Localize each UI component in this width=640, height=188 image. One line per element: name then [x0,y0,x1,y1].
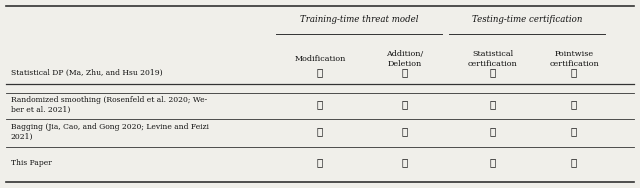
Text: ✓: ✓ [317,68,323,77]
Text: ✗: ✗ [401,101,408,110]
Text: Modification: Modification [294,55,346,63]
Text: ✗: ✗ [571,68,577,77]
Text: ✓: ✓ [571,101,577,110]
Text: ✓: ✓ [490,159,495,168]
Text: ✓: ✓ [401,127,408,136]
Text: Addition/
Deletion: Addition/ Deletion [386,50,423,68]
Text: ✓: ✓ [571,159,577,168]
Text: Statistical DP (Ma, Zhu, and Hsu 2019): Statistical DP (Ma, Zhu, and Hsu 2019) [11,69,163,77]
Text: Testing-time certification: Testing-time certification [472,15,582,24]
Text: ✓: ✓ [317,127,323,136]
Text: ✓: ✓ [490,68,495,77]
Text: Training-time threat model: Training-time threat model [300,15,419,24]
Text: ✓: ✓ [571,127,577,136]
Text: This Paper: This Paper [11,159,52,167]
Text: ✓: ✓ [490,101,495,110]
Text: Statistical
certification: Statistical certification [468,50,517,68]
Text: Pointwise
certification: Pointwise certification [549,50,599,68]
Text: ✓: ✓ [401,159,408,168]
Text: Bagging (Jia, Cao, and Gong 2020; Levine and Feizi
2021): Bagging (Jia, Cao, and Gong 2020; Levine… [11,123,209,141]
Text: Randomized smoothing (Rosenfeld et al. 2020; We-
ber et al. 2021): Randomized smoothing (Rosenfeld et al. 2… [11,96,207,114]
Text: ✓: ✓ [317,101,323,110]
Text: ✓: ✓ [490,127,495,136]
Text: ✓: ✓ [401,68,408,77]
Text: ✓: ✓ [317,159,323,168]
